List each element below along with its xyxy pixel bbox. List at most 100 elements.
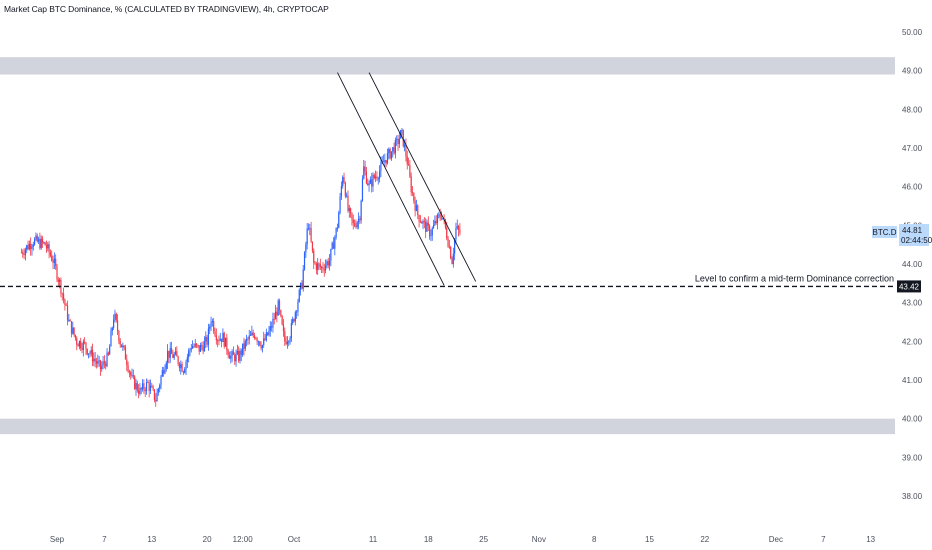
candle-body [126,359,128,366]
candle-body [446,227,448,239]
candle-body [413,192,415,201]
price-axis[interactable]: 38.0039.0040.0041.0042.0043.0044.0045.00… [902,28,923,501]
candle-body [268,330,270,336]
candle-body [380,162,382,171]
candlestick-series [20,127,461,407]
candle-body [388,149,390,154]
candle-body [455,228,457,240]
descending-channel[interactable] [337,72,477,286]
candle-body [236,351,238,354]
candle-body [459,229,461,234]
candle-body [47,244,49,249]
candle-body [230,356,232,359]
candle-body [322,267,324,270]
candle-body [342,177,344,187]
candle-body [363,166,365,179]
candle-body [90,349,92,354]
x-tick-label: 7 [821,535,826,544]
x-tick-label: 15 [645,535,654,544]
candle-body [135,383,137,389]
candle-body [101,365,103,370]
candle-body [207,328,210,345]
candle-body [227,350,229,356]
candle-body [123,345,125,348]
candle-body [219,338,221,341]
candle-body [281,315,283,325]
channel-line-2 [368,72,477,282]
candle-body [404,144,406,147]
candle-body [290,322,292,339]
level-tag: 43.42 [899,282,920,291]
candle-body [306,228,308,245]
candle-body [61,293,63,295]
time-axis[interactable]: Sep 7 13 20 12:00 Oct 11 18 25 Nov 8 15 22 Dec 7 13 [50,535,876,544]
candle-body [131,375,133,377]
candle-body [339,196,341,213]
candle-body [190,348,192,350]
candle-body [74,334,77,339]
candle-body [292,319,294,323]
candle-body [350,208,352,213]
candle-body [202,346,204,352]
candle-body [386,153,389,164]
candle-body [89,353,91,355]
candle-body [148,382,150,391]
candle-body [328,260,331,266]
candle-body [157,388,159,393]
x-tick-label: 13 [147,535,156,544]
candle-body [411,192,414,193]
candle-body [444,219,447,228]
candle-body [192,346,194,349]
candle-body [226,337,228,351]
x-tick-label: 18 [424,535,433,544]
candle-body [336,227,339,229]
candle-body [37,239,40,242]
candle-body [36,235,38,242]
candle-body [272,318,274,328]
candle-body [217,340,219,342]
candle-body [119,340,121,345]
candle-body [457,226,460,230]
candle-body [439,214,441,218]
y-tick-label: 43.00 [902,299,923,308]
candle-body [384,160,386,163]
candle-body [438,214,440,216]
candle-body [206,336,208,345]
candle-body [44,242,46,246]
candle-body [243,343,245,349]
candle-body [152,387,154,390]
candle-body [53,258,55,263]
candle-body [265,332,267,341]
candle-body [81,348,83,350]
y-tick-label: 41.00 [902,376,923,385]
candle-body [134,376,136,389]
candle-body [23,254,25,256]
candle-body [73,327,75,335]
candle-body [435,220,437,223]
candle-body [330,248,332,261]
y-tick-label: 48.00 [902,105,923,114]
candle-body [35,235,37,240]
candle-body [174,351,177,355]
candle-body [353,223,356,226]
candle-body [414,200,416,211]
candle-body [149,385,152,391]
confirmation-level[interactable]: Level to confirm a mid-term Dominance co… [0,273,895,288]
price-zone-1 [0,57,895,75]
candle-body [39,239,41,249]
x-tick-label: Sep [50,535,65,544]
candle-body [244,340,246,349]
candle-body [181,364,183,372]
candle-body [78,341,80,347]
candle-body [242,343,244,355]
candle-body [359,218,361,221]
candle-body [246,338,248,341]
candle-body [338,212,340,228]
candle-body [20,252,23,254]
candle-body [113,319,115,328]
candle-body [323,269,325,271]
candle-body [451,258,453,264]
candle-body [156,392,158,402]
candle-body [235,353,237,362]
